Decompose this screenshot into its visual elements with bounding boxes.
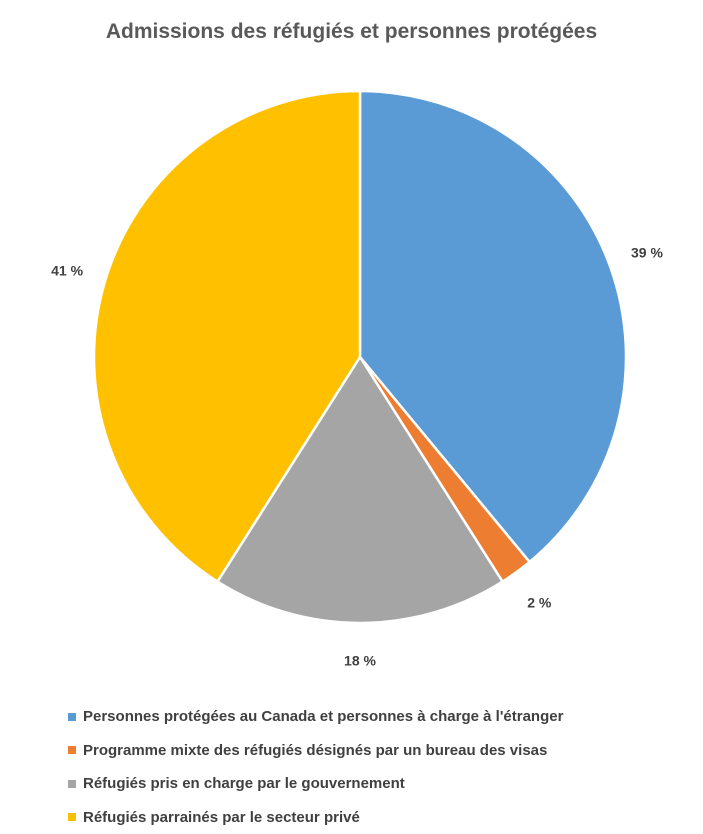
legend-item-2: Programme mixte des réfugiés désignés pa… bbox=[68, 734, 563, 768]
data-label-4: 41 % bbox=[51, 263, 83, 279]
legend-item-4: Réfugiés parrainés par le secteur privé bbox=[68, 801, 563, 834]
pie-chart: 39 % 2 % 18 % 41 % bbox=[0, 0, 703, 690]
legend-label: Personnes protégées au Canada et personn… bbox=[83, 708, 563, 725]
legend-item-3: Réfugiés pris en charge par le gouvernem… bbox=[68, 767, 563, 801]
legend-label: Réfugiés pris en charge par le gouvernem… bbox=[83, 775, 405, 792]
legend-label: Programme mixte des réfugiés désignés pa… bbox=[83, 742, 547, 759]
legend-swatch bbox=[68, 746, 76, 754]
legend-label: Réfugiés parrainés par le secteur privé bbox=[83, 809, 360, 826]
legend-swatch bbox=[68, 713, 76, 721]
legend-swatch bbox=[68, 813, 76, 821]
chart-legend: Personnes protégées au Canada et personn… bbox=[68, 700, 563, 834]
data-label-3: 18 % bbox=[344, 653, 376, 669]
data-label-1: 39 % bbox=[631, 244, 663, 260]
legend-swatch bbox=[68, 780, 76, 788]
data-label-2: 2 % bbox=[527, 594, 552, 610]
legend-item-1: Personnes protégées au Canada et personn… bbox=[68, 700, 563, 734]
